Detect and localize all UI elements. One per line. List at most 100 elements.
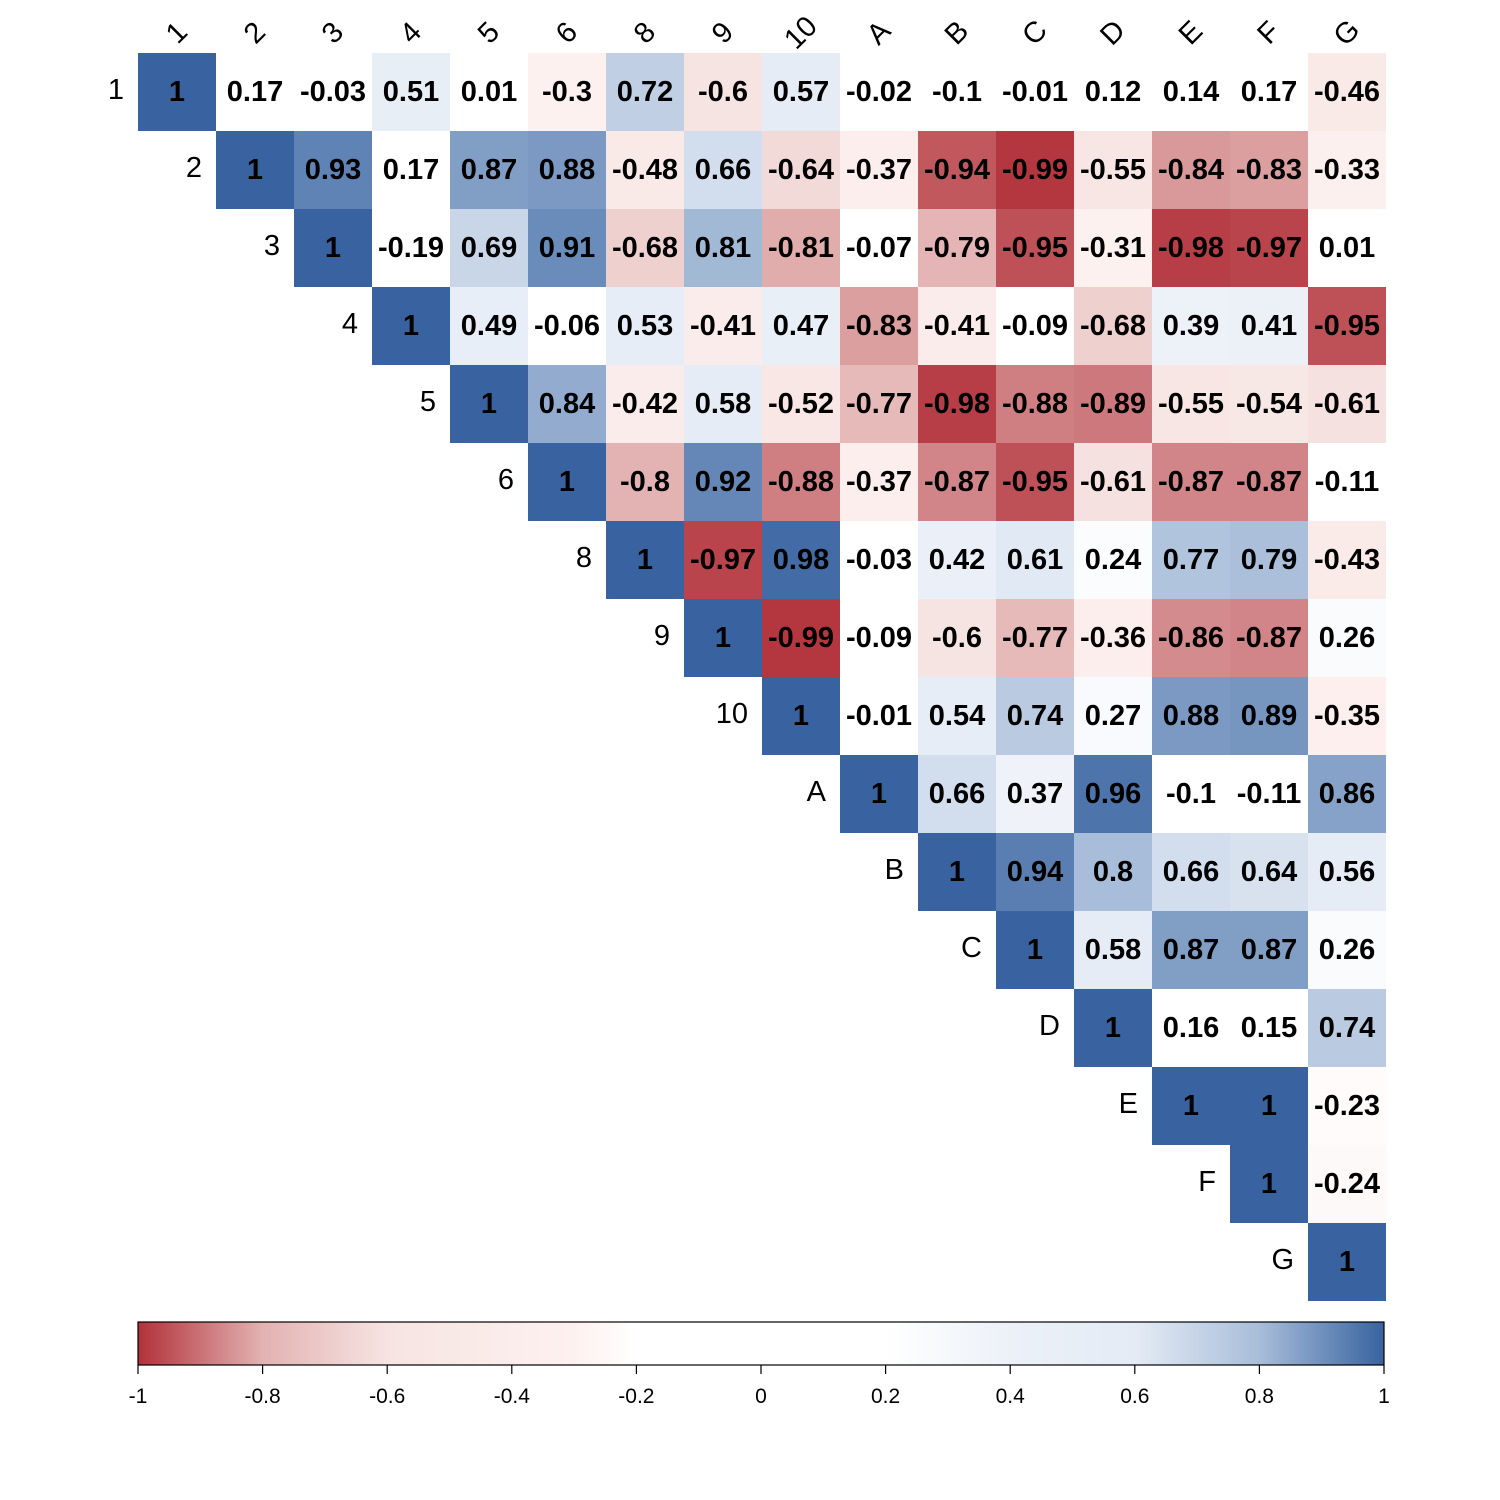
column-label-g: G — [1328, 14, 1367, 53]
cell-value-label-3-3: 1 — [325, 232, 341, 264]
cell-value-label-6-d: -0.61 — [1080, 466, 1146, 498]
column-label-a: A — [861, 14, 898, 51]
cell-value-label-1-5: 0.01 — [461, 76, 517, 108]
row-label-2: 2 — [186, 152, 202, 184]
cell-value-label-c-c: 1 — [1027, 934, 1043, 966]
heatmap-cell-3-b — [918, 209, 996, 287]
heatmap-cell-2-c — [996, 131, 1074, 209]
heatmap-cell-b-b — [918, 833, 996, 911]
cell-value-label-6-8: -0.8 — [620, 466, 670, 498]
column-label-10: 10 — [778, 10, 823, 55]
heatmap-cell-5-6 — [528, 365, 606, 443]
cell-value-label-8-e: 0.77 — [1163, 544, 1219, 576]
row-label-3: 3 — [264, 230, 280, 262]
heatmap-cell-2-e — [1152, 131, 1230, 209]
column-label-5: 5 — [472, 16, 506, 50]
cell-value-label-4-9: -0.41 — [690, 310, 756, 342]
heatmap-cell-8-b — [918, 521, 996, 599]
cell-value-label-10-e: 0.88 — [1163, 700, 1219, 732]
cell-value-label-2-9: 0.66 — [695, 154, 751, 186]
heatmap-cell-4-e — [1152, 287, 1230, 365]
row-label-9: 9 — [654, 620, 670, 652]
cell-value-label-1-3: -0.03 — [300, 76, 366, 108]
cell-value-label-e-e: 1 — [1183, 1090, 1199, 1122]
heatmap-cell-a-b — [918, 755, 996, 833]
heatmap-cell-8-c — [996, 521, 1074, 599]
cell-value-label-10-c: 0.74 — [1007, 700, 1063, 732]
cell-value-label-2-a: -0.37 — [846, 154, 912, 186]
cell-value-label-8-a: -0.03 — [846, 544, 912, 576]
column-label-3: 3 — [316, 16, 350, 50]
row-label-10: 10 — [716, 698, 748, 730]
heatmap-cell-d-g — [1308, 989, 1386, 1067]
cell-value-label-6-b: -0.87 — [924, 466, 990, 498]
cell-value-label-9-c: -0.77 — [1002, 622, 1068, 654]
cell-value-label-2-4: 0.17 — [383, 154, 439, 186]
cell-value-label-8-f: 0.79 — [1241, 544, 1297, 576]
heatmap-cell-6-6 — [528, 443, 606, 521]
heatmap-cell-1-6 — [528, 53, 606, 131]
heatmap-cell-6-10 — [762, 443, 840, 521]
heatmap-cell-4-5 — [450, 287, 528, 365]
color-legend-ticks: -1 -0.8 -0.6 -0.4 -0.2 0 0.2 0.4 0.6 0.8 1 — [129, 1365, 1390, 1408]
cell-value-label-5-d: -0.89 — [1080, 388, 1146, 420]
heatmap-cells: 1 0.17 -0.03 0.51 0.01 -0.3 0.72 -0.6 0.57 -0.02-… — [138, 53, 1386, 1301]
cell-value-label-c-f: 0.87 — [1241, 934, 1297, 966]
heatmap-cell-6-f — [1230, 443, 1308, 521]
cell-value-label-6-6: 1 — [559, 466, 575, 498]
heatmap-cell-4-b — [918, 287, 996, 365]
heatmap-cell-1-b — [918, 53, 996, 131]
cell-value-label-b-e: 0.66 — [1163, 856, 1219, 888]
heatmap-cell-3-10 — [762, 209, 840, 287]
heatmap-cell-1-8 — [606, 53, 684, 131]
cell-value-label-9-e: -0.86 — [1158, 622, 1224, 654]
heatmap-cell-3-f — [1230, 209, 1308, 287]
heatmap-cell-5-10 — [762, 365, 840, 443]
heatmap-cell-a-g — [1308, 755, 1386, 833]
cell-value-label-9-d: -0.36 — [1080, 622, 1146, 654]
cell-value-label-4-4: 1 — [403, 310, 419, 342]
heatmap-cell-9-a — [840, 599, 918, 677]
row-label-e: E — [1119, 1088, 1138, 1120]
cell-value-label-4-e: 0.39 — [1163, 310, 1219, 342]
heatmap-cell-1-c — [996, 53, 1074, 131]
cell-value-label-6-g: -0.11 — [1315, 466, 1380, 498]
cell-value-label-1-6: -0.3 — [542, 76, 592, 108]
heatmap-cell-8-f — [1230, 521, 1308, 599]
cell-value-label-1-9: -0.6 — [698, 76, 748, 108]
cell-value-label-a-b: 0.66 — [929, 778, 985, 810]
row-label-b: B — [885, 854, 904, 886]
heatmap-cell-3-a — [840, 209, 918, 287]
heatmap-cell-5-a — [840, 365, 918, 443]
heatmap-cell-3-4 — [372, 209, 450, 287]
cell-value-label-1-f: 0.17 — [1241, 76, 1297, 108]
heatmap-cell-2-10 — [762, 131, 840, 209]
row-label-g: G — [1271, 1244, 1294, 1276]
legend-tick-label: -1 — [129, 1385, 148, 1408]
row-label-d: D — [1039, 1010, 1060, 1042]
cell-value-label-10-10: 1 — [793, 700, 809, 732]
heatmap-cell-a-f — [1230, 755, 1308, 833]
heatmap-cell-e-f — [1230, 1067, 1308, 1145]
heatmap-cell-4-g — [1308, 287, 1386, 365]
column-label-8: 8 — [628, 16, 662, 50]
cell-value-label-8-d: 0.24 — [1085, 544, 1141, 576]
cell-value-label-1-c: -0.01 — [1002, 76, 1068, 108]
cell-value-label-8-8: 1 — [637, 544, 653, 576]
cell-value-label-3-f: -0.97 — [1236, 232, 1302, 264]
heatmap-cell-b-f — [1230, 833, 1308, 911]
heatmap-cell-e-e — [1152, 1067, 1230, 1145]
heatmap-cell-10-10 — [762, 677, 840, 755]
cell-value-label-3-c: -0.95 — [1002, 232, 1068, 264]
heatmap-cell-1-1 — [138, 53, 216, 131]
column-label-2: 2 — [238, 16, 272, 50]
heatmap-cell-1-4 — [372, 53, 450, 131]
cell-value-label-2-5: 0.87 — [461, 154, 517, 186]
cell-value-label-10-f: 0.89 — [1241, 700, 1297, 732]
cell-value-label-b-d: 0.8 — [1093, 856, 1133, 888]
cell-value-label-9-f: -0.87 — [1236, 622, 1302, 654]
heatmap-cell-10-f — [1230, 677, 1308, 755]
cell-value-label-3-d: -0.31 — [1080, 232, 1146, 264]
heatmap-cell-2-8 — [606, 131, 684, 209]
heatmap-cell-4-d — [1074, 287, 1152, 365]
